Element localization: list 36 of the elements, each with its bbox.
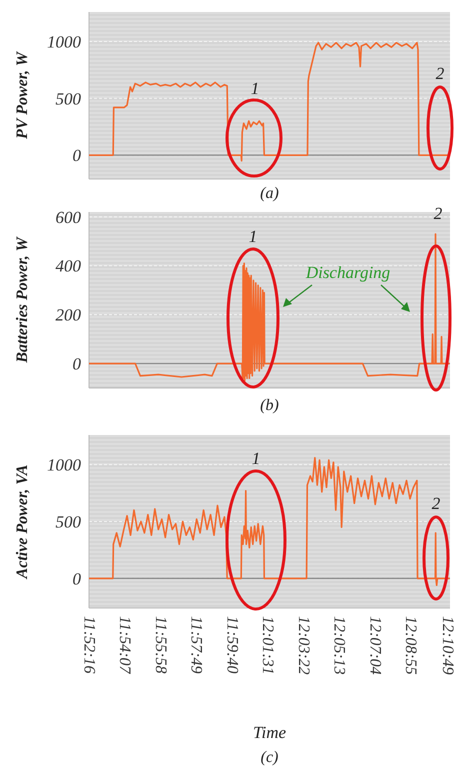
x-tick-label: 12:01:31 (259, 616, 276, 675)
y-tick-label: 600 (56, 208, 82, 227)
x-tick-label: 11:55:58 (152, 616, 169, 674)
y-axis-title: Active Power, VA (14, 464, 31, 580)
annotation: 1 (250, 79, 260, 98)
annotation: 2 (434, 204, 443, 223)
text: (b) (260, 397, 279, 414)
x-tick-label: 11:52:16 (80, 616, 98, 674)
y-axis-title: Batteries Power, W (14, 235, 31, 364)
y-tick-label: 200 (56, 306, 82, 325)
y-tick-label: 0 (72, 354, 82, 374)
annotation: 1 (252, 449, 260, 468)
text: (a) (260, 185, 279, 202)
y-tick-label: 400 (56, 256, 82, 276)
line-series (88, 42, 450, 162)
x-tick-label: 11:59:40 (223, 616, 240, 674)
y-tick-label: 500 (56, 89, 82, 108)
annotation: Discharging (304, 263, 390, 282)
y-tick-label: 1000 (47, 456, 82, 475)
y-axis-title: PV Power, W (14, 50, 31, 140)
y-tick-label: 0 (72, 146, 82, 166)
y-tick-label: 1000 (47, 32, 82, 52)
y-tick-label: 500 (56, 512, 82, 532)
x-tick-label: 12:10:49 (438, 616, 456, 675)
annotation: 1 (248, 227, 258, 246)
x-tick-label: 12:07:04 (366, 616, 384, 675)
text: (c) (260, 749, 278, 766)
annotation: 2 (432, 494, 441, 513)
x-tick-label: 12:03:22 (294, 616, 312, 675)
x-tick-label: 12:05:13 (330, 616, 348, 675)
x-axis-title: Time (252, 723, 286, 742)
x-tick-label: 12:08:55 (402, 616, 420, 675)
x-tick-label: 11:54:07 (116, 616, 134, 674)
y-tick-label: 0 (72, 569, 82, 588)
x-tick-label: 11:57:49 (188, 616, 205, 674)
annotation: 2 (436, 64, 445, 83)
